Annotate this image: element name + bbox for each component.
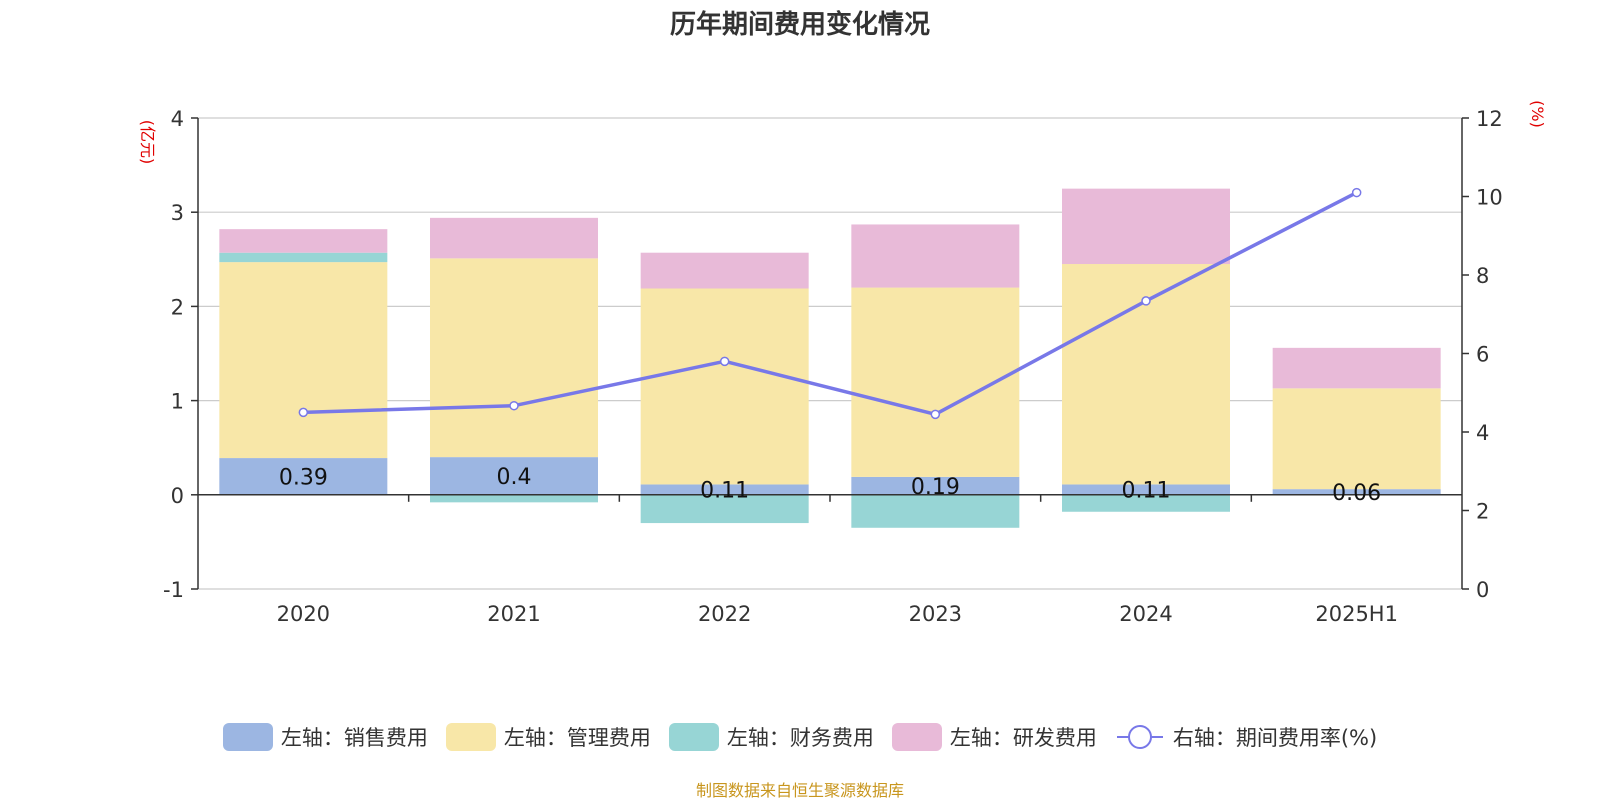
bar-0-2[interactable] <box>640 484 809 495</box>
bar-2-0[interactable] <box>219 252 388 263</box>
legend-line-marker-icon <box>1116 725 1163 749</box>
left-axis-unit-label: (亿元) <box>138 120 157 165</box>
right-tick-label-5: 10 <box>1476 186 1503 210</box>
legend-swatch-rd <box>891 723 942 751</box>
bar-0-4[interactable] <box>1062 484 1230 495</box>
bar-3-2[interactable] <box>640 252 809 289</box>
right-tick-label-1: 2 <box>1476 500 1489 524</box>
left-tick-label-4: 3 <box>171 201 184 225</box>
right-axis-unit-label: (%) <box>1528 100 1547 128</box>
source-note: 制图数据来自恒生聚源数据库 <box>695 781 904 800</box>
data-label-5: 0.06 <box>1332 481 1381 506</box>
data-label-4: 0.11 <box>1122 479 1171 504</box>
legend-item-admin[interactable]: 左轴：管理费用 <box>445 722 651 752</box>
legend-label-sales: 左轴：销售费用 <box>280 726 428 750</box>
ratio-point-3[interactable] <box>930 409 941 420</box>
bar-1-0[interactable] <box>219 262 388 459</box>
legend-swatch-sales <box>222 723 273 751</box>
left-tick-label-0: -1 <box>163 578 184 602</box>
right-tick-label-4: 8 <box>1476 264 1489 288</box>
legend-swatch-finance <box>668 723 719 751</box>
left-tick-label-1: 0 <box>171 484 184 508</box>
right-tick-label-0: 0 <box>1476 578 1489 602</box>
category-label-3: 2023 <box>909 602 962 626</box>
bar-1-2[interactable] <box>640 288 809 485</box>
ratio-point-0[interactable] <box>298 407 309 418</box>
legend-label-admin: 左轴：管理费用 <box>503 726 651 750</box>
left-tick-label-2: 1 <box>171 390 184 414</box>
ratio-point-2[interactable] <box>719 356 730 367</box>
bar-0-3[interactable] <box>851 476 1020 495</box>
bar-2-1[interactable] <box>430 494 598 503</box>
bar-0-0[interactable] <box>219 458 388 495</box>
bar-3-5[interactable] <box>1272 347 1441 389</box>
bar-0-1[interactable] <box>430 457 598 495</box>
category-label-5: 2025H1 <box>1315 602 1398 626</box>
legend-item-finance[interactable]: 左轴：财务费用 <box>668 722 874 752</box>
ratio-line <box>303 191 1358 417</box>
legend-label-rd: 左轴：研发费用 <box>949 726 1097 750</box>
legend-swatch-admin <box>445 723 496 751</box>
data-label-3: 0.19 <box>911 475 960 500</box>
ratio-point-5[interactable] <box>1351 187 1362 198</box>
data-label-2: 0.11 <box>700 479 749 504</box>
bar-1-1[interactable] <box>430 258 598 458</box>
ratio-point-4[interactable] <box>1141 296 1151 306</box>
bar-2-4[interactable] <box>1062 494 1230 512</box>
legend-item-ratio[interactable]: 右轴：期间费用率(%) <box>1115 722 1377 752</box>
category-label-0: 2020 <box>277 602 330 626</box>
bar-3-4[interactable] <box>1062 188 1230 265</box>
legend: 左轴：销售费用 左轴：管理费用 左轴：财务费用 左轴：研发费用 右轴：期间费用率… <box>0 722 1600 752</box>
bar-3-3[interactable] <box>851 224 1020 288</box>
legend-label-ratio: 右轴：期间费用率(%) <box>1172 726 1378 750</box>
right-tick-label-3: 6 <box>1476 343 1489 367</box>
data-label-0: 0.39 <box>279 465 328 490</box>
bar-0-5[interactable] <box>1272 489 1441 495</box>
left-tick-label-5: 4 <box>171 107 184 131</box>
legend-item-sales[interactable]: 左轴：销售费用 <box>222 722 428 752</box>
bar-1-5[interactable] <box>1272 388 1441 490</box>
bar-2-3[interactable] <box>851 494 1020 528</box>
left-tick-label-3: 2 <box>171 295 184 319</box>
category-label-4: 2024 <box>1119 602 1172 626</box>
legend-item-rd[interactable]: 左轴：研发费用 <box>891 722 1097 752</box>
ratio-point-1[interactable] <box>509 400 519 411</box>
right-tick-label-2: 4 <box>1476 421 1489 445</box>
chart-title: 历年期间费用变化情况 <box>669 10 930 40</box>
bar-2-2[interactable] <box>640 494 809 524</box>
bar-3-0[interactable] <box>219 229 388 253</box>
category-label-1: 2021 <box>487 602 540 626</box>
category-label-2: 2022 <box>698 602 751 626</box>
right-tick-label-6: 12 <box>1476 107 1503 131</box>
data-label-1: 0.4 <box>497 465 532 490</box>
bar-3-1[interactable] <box>430 217 598 259</box>
legend-label-finance: 左轴：财务费用 <box>726 726 874 750</box>
